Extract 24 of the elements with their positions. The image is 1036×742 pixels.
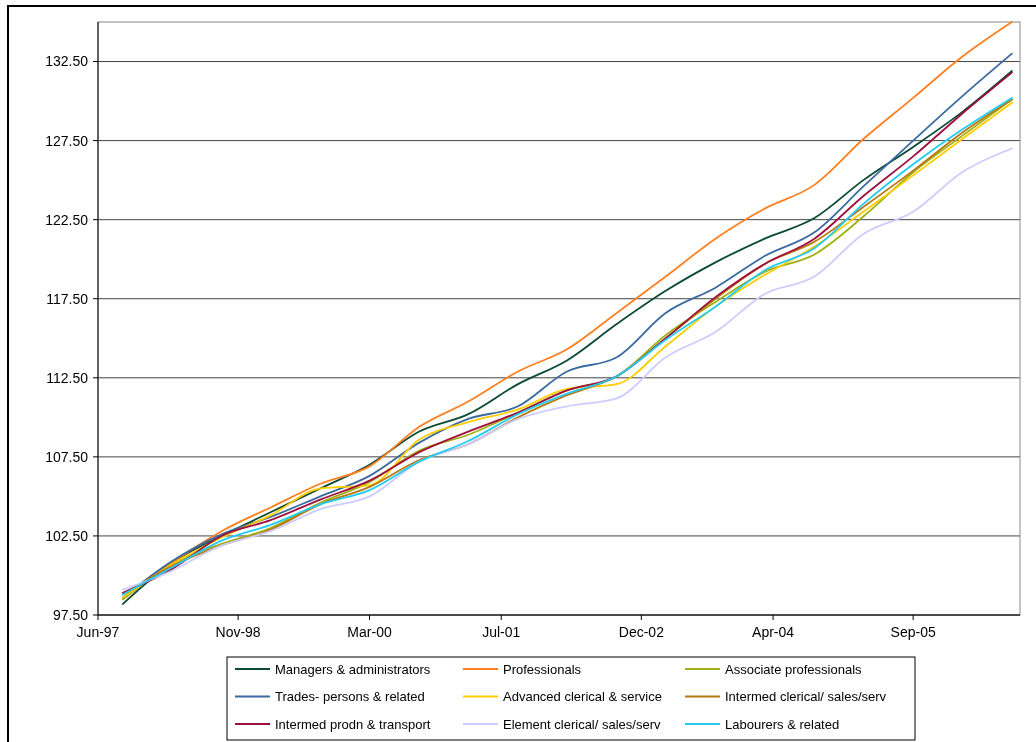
legend-label: Associate professionals xyxy=(725,661,863,677)
x-tick-label: Dec-02 xyxy=(618,624,665,640)
x-tick-label: Jun-97 xyxy=(76,624,120,640)
x-tick-label: Jul-01 xyxy=(482,624,521,640)
y-tick-label: 97.50 xyxy=(52,606,89,623)
y-tick-label: 127.50 xyxy=(45,132,89,149)
legend-label: Trades- persons & related xyxy=(275,689,425,705)
y-tick-label: 122.50 xyxy=(45,211,89,228)
x-tick-label: Mar-00 xyxy=(347,624,392,640)
legend-label: Intermed clerical/ sales/serv xyxy=(725,689,887,705)
legend-label: Managers & administrators xyxy=(275,661,431,677)
y-tick-label: 107.50 xyxy=(45,448,89,465)
x-tick-label: Nov-98 xyxy=(215,624,261,640)
legend-label: Element clerical/ sales/serv xyxy=(503,716,661,732)
legend-label: Labourers & related xyxy=(725,716,840,732)
y-tick-label: 132.50 xyxy=(45,53,89,70)
y-tick-label: 102.50 xyxy=(45,527,89,544)
legend-label: Intermed prodn & transport xyxy=(275,716,431,732)
legend-label: Professionals xyxy=(503,661,582,677)
y-tick-label: 117.50 xyxy=(46,290,89,307)
y-tick-label: 112.50 xyxy=(46,369,89,386)
legend-label: Advanced clerical & service xyxy=(503,689,662,705)
x-tick-label: Sep-05 xyxy=(890,624,936,640)
x-tick-label: Apr-04 xyxy=(752,624,795,640)
